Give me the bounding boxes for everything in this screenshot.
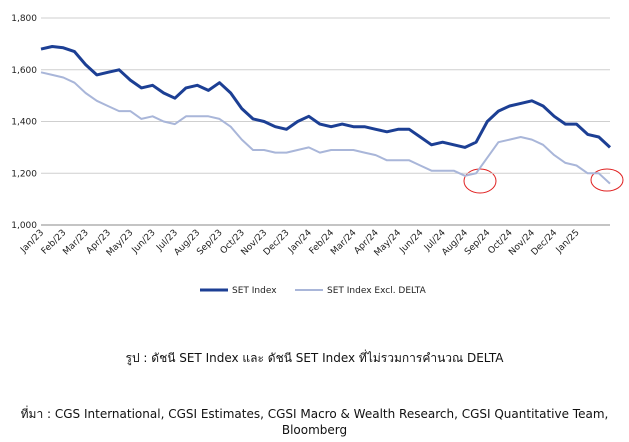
highlight-circle <box>463 168 497 194</box>
x-tick-label: Jan/25 <box>554 228 582 256</box>
series-line <box>40 45 612 149</box>
highlight-circle <box>590 168 624 192</box>
y-tick-label: 1,400 <box>11 118 37 128</box>
x-tick-label: Sep/23 <box>195 228 224 257</box>
x-tick-label: Jun/24 <box>397 228 425 256</box>
y-tick-label: 1,000 <box>11 221 37 231</box>
y-tick-label: 1,200 <box>11 169 37 179</box>
x-tick-label: Jun/23 <box>130 228 158 256</box>
y-tick-label: 1,800 <box>11 14 37 24</box>
legend-label: SET Index Excl. DELTA <box>327 286 427 296</box>
x-tick-label: Sep/24 <box>463 228 493 258</box>
figure-caption: รูป : ดัชนี SET Index และ ดัชนี SET Inde… <box>125 351 504 365</box>
series-line <box>40 71 611 185</box>
legend-label: SET Index <box>232 286 277 296</box>
source-note: ที่มา : CGS International, CGSI Estimate… <box>20 407 609 437</box>
y-tick-label: 1,600 <box>11 66 37 76</box>
x-tick-label: Mar/23 <box>61 228 90 257</box>
chart: 1,0001,2001,4001,6001,800Jan/23Feb/23Mar… <box>11 14 624 296</box>
x-tick-label: Mar/24 <box>329 228 359 258</box>
